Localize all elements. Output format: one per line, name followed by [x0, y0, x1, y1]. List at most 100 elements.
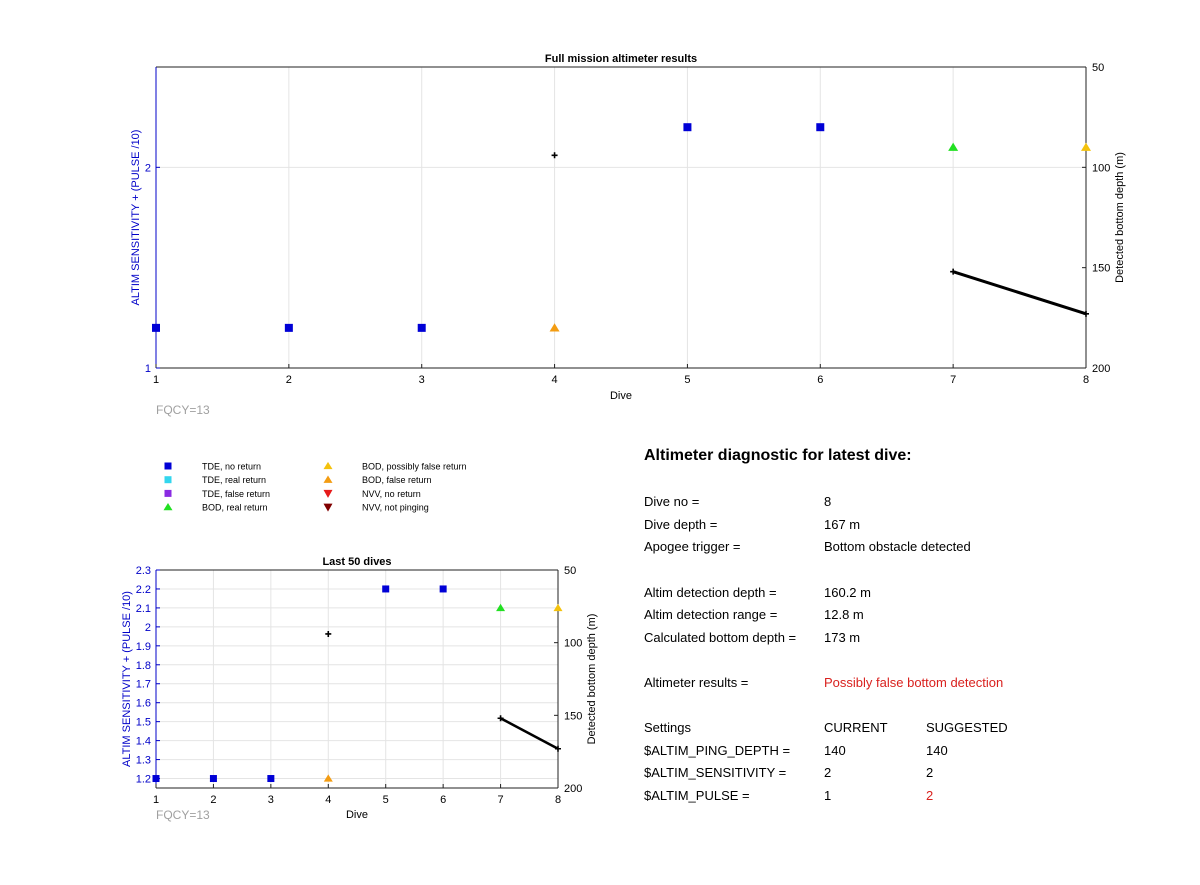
legend-label: TDE, false return	[202, 489, 270, 499]
legend-marker	[323, 489, 333, 498]
setting-name: $ALTIM_SENSITIVITY =	[644, 765, 787, 780]
x-tick-label: 8	[555, 794, 561, 806]
chart-title: Full mission altimeter results	[545, 53, 697, 65]
y-tick-label: 2.3	[136, 565, 151, 577]
bottom-depth-point	[497, 715, 504, 722]
legend-label: NVV, no return	[362, 489, 421, 499]
suggested-header: SUGGESTED	[926, 720, 1008, 735]
x-axis-label: Dive	[346, 809, 368, 821]
legend-marker	[164, 489, 172, 497]
y-tick-label: 1.4	[136, 736, 151, 748]
y2-tick-label: 50	[1092, 62, 1104, 74]
calc-depth-label: Calculated bottom depth =	[644, 630, 797, 645]
bottom-depth-point	[555, 745, 561, 752]
y-axis-label: ALTIM SENSITIVITY + (PULSE /10)	[130, 130, 142, 306]
x-tick-label: 1	[153, 374, 159, 386]
setting-current: 1	[824, 788, 832, 803]
y-tick-label: 1.3	[136, 755, 151, 767]
x-tick-label: 8	[1083, 374, 1089, 386]
data-point	[417, 323, 426, 332]
data-point	[549, 323, 560, 332]
setting-suggested: 2	[926, 765, 934, 780]
legend-marker	[164, 462, 172, 470]
data-point	[439, 585, 447, 593]
fqcy-label: FQCY=13	[156, 403, 210, 417]
legend-label: NVV, not pinging	[362, 503, 429, 513]
legend-marker	[164, 476, 172, 484]
y2-axis-label: Detected bottom depth (m)	[1114, 152, 1126, 283]
x-tick-label: 3	[268, 794, 274, 806]
setting-name: $ALTIM_PULSE =	[644, 788, 750, 803]
x-axis-label: Dive	[610, 390, 632, 402]
altim-range-value: 12.8 m	[824, 607, 864, 622]
data-point	[553, 603, 563, 612]
dive-depth-label: Dive depth =	[644, 517, 718, 532]
y-tick-label: 1.9	[136, 641, 151, 653]
legend-marker	[323, 461, 333, 470]
y2-tick-label: 150	[1092, 263, 1110, 275]
bottom-depth-line	[952, 270, 1087, 316]
data-point	[152, 775, 160, 783]
y-tick-label: 2.1	[136, 603, 151, 615]
legend-label: BOD, real return	[202, 503, 268, 513]
data-point	[382, 585, 390, 593]
legend-label: BOD, possibly false return	[362, 462, 467, 472]
x-tick-label: 6	[817, 374, 823, 386]
x-tick-label: 4	[552, 374, 558, 386]
dive-no-value: 8	[824, 494, 832, 509]
data-point	[267, 775, 275, 783]
apogee-label: Apogee trigger =	[644, 539, 741, 554]
x-tick-label: 7	[498, 794, 504, 806]
plot-area	[156, 570, 558, 788]
altim-range-label: Altim detection range =	[644, 607, 778, 622]
y-tick-label: 1.2	[136, 774, 151, 786]
legend-marker	[163, 502, 173, 511]
y-tick-label: 2.2	[136, 584, 151, 596]
legend-label: BOD, false return	[362, 475, 432, 485]
setting-suggested: 140	[926, 743, 948, 758]
dive-no-label: Dive no =	[644, 494, 700, 509]
y-tick-label: 2	[145, 162, 151, 174]
x-tick-label: 6	[440, 794, 446, 806]
plot-area	[156, 67, 1086, 368]
results-value: Possibly false bottom detection	[824, 675, 1004, 690]
legend-marker	[323, 503, 333, 512]
data-point	[209, 775, 217, 783]
y-tick-label: 1.5	[136, 717, 151, 729]
setting-name: $ALTIM_PING_DEPTH =	[644, 743, 791, 758]
bottom-depth-point	[551, 152, 558, 159]
y-axis-label: ALTIM SENSITIVITY + (PULSE /10)	[121, 591, 133, 767]
x-tick-label: 5	[684, 374, 690, 386]
results-label: Altimeter results =	[644, 675, 749, 690]
settings-header: Settings	[644, 720, 691, 735]
legend-marker	[323, 475, 333, 483]
y-tick-label: 1.7	[136, 679, 151, 691]
y2-axis-label: Detected bottom depth (m)	[586, 614, 598, 745]
y-tick-label: 1.6	[136, 698, 151, 710]
x-tick-label: 2	[286, 374, 292, 386]
data-point	[816, 123, 825, 132]
x-tick-label: 3	[419, 374, 425, 386]
legend-label: TDE, real return	[202, 475, 266, 485]
y-tick-label: 1.8	[136, 660, 151, 672]
y-tick-label: 1	[145, 363, 151, 375]
x-tick-label: 2	[210, 794, 216, 806]
y2-tick-label: 50	[564, 565, 576, 577]
altim-depth-value: 160.2 m	[824, 585, 871, 600]
setting-current: 2	[824, 765, 832, 780]
calc-depth-value: 173 m	[824, 630, 861, 645]
bottom-depth-point	[325, 630, 332, 637]
x-tick-label: 4	[325, 794, 331, 806]
apogee-value: Bottom obstacle detected	[824, 539, 971, 554]
current-header: CURRENT	[824, 720, 888, 735]
data-point	[284, 323, 293, 332]
data-point	[496, 603, 506, 612]
y2-tick-label: 100	[564, 638, 582, 650]
data-point	[1081, 142, 1091, 151]
data-point	[683, 123, 692, 132]
x-tick-label: 7	[950, 374, 956, 386]
data-point	[948, 142, 959, 151]
y2-tick-label: 200	[1092, 363, 1110, 375]
data-point	[152, 323, 160, 332]
